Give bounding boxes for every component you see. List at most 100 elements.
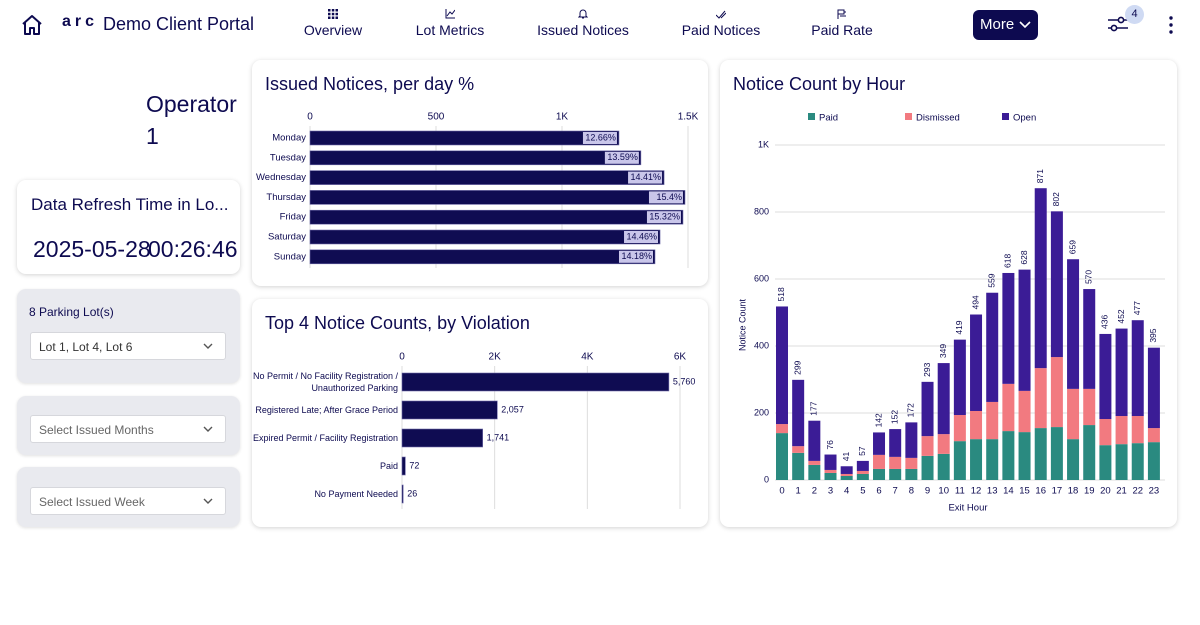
x-tick-label: 500 <box>428 112 445 123</box>
x-tick-label: 2K <box>489 352 502 363</box>
bar-segment <box>1131 443 1144 480</box>
x-tick-label: 16 <box>1035 486 1046 497</box>
bar-segment <box>840 475 853 480</box>
total-label: 76 <box>825 440 835 450</box>
total-label: 419 <box>954 320 964 334</box>
nav-item[interactable]: Lot Metrics <box>390 9 510 38</box>
bar-segment <box>1067 259 1080 389</box>
badge: 4 <box>1125 5 1144 24</box>
total-label: 518 <box>776 287 786 301</box>
refresh-date: 2025-05-28 <box>33 236 151 262</box>
x-tick-label: 1K <box>556 112 569 123</box>
bar-segment <box>1002 431 1015 480</box>
bar-segment <box>873 432 886 455</box>
bar <box>401 484 404 504</box>
x-tick-label: 7 <box>893 486 898 497</box>
data-label-bg <box>582 132 617 144</box>
chevron <box>203 343 213 349</box>
category-label: Registered Late; After Grace Period <box>255 405 398 415</box>
total-label: 142 <box>873 413 883 427</box>
data-label: 12.66% <box>585 132 616 142</box>
category-label: No Payment Needed <box>314 489 398 499</box>
nav-item[interactable]: Overview <box>273 9 393 38</box>
bar <box>309 130 620 146</box>
x-tick-label: 18 <box>1068 486 1079 497</box>
bar-segment <box>776 433 788 480</box>
total-label: 659 <box>1067 240 1077 254</box>
category-label-box: Paid <box>379 461 398 471</box>
more-button[interactable]: More <box>973 10 1038 40</box>
total-label: 299 <box>792 360 802 374</box>
kebab-menu[interactable] <box>1167 15 1175 35</box>
x-tick-label: 0 <box>399 352 405 363</box>
week-select[interactable]: Select Issued Week <box>30 487 226 515</box>
select-text: Select Issued Week <box>39 495 145 509</box>
category-label: Wednesday <box>256 172 306 183</box>
chevron <box>203 498 213 504</box>
operator-name: Operator 1 <box>146 91 237 149</box>
bar-segment <box>1131 416 1144 444</box>
bar <box>309 229 661 245</box>
x-tick-label: 21 <box>1116 486 1127 497</box>
category-label: Thursday <box>266 192 306 203</box>
x-tick-label: 0 <box>779 486 784 497</box>
bar <box>309 150 642 166</box>
nav-icon <box>445 9 455 19</box>
bar-segment <box>1050 427 1063 480</box>
bar <box>401 372 670 392</box>
bar-segment <box>986 439 999 480</box>
nav-item[interactable]: Issued Notices <box>523 9 643 38</box>
x-tick-label: 5 <box>860 486 865 497</box>
legend-label: Dismissed <box>916 113 960 124</box>
category-label: Expired Permit / Facility Registration <box>252 433 398 443</box>
lots-select[interactable]: Lot 1, Lot 4, Lot 6 <box>30 332 226 360</box>
bar-segment <box>840 473 853 476</box>
home-icon[interactable] <box>21 14 43 36</box>
x-tick-label: 8 <box>909 486 914 497</box>
bar-segment <box>1034 368 1047 429</box>
data-label-bg <box>618 250 653 263</box>
x-tick-label: 22 <box>1132 486 1143 497</box>
months-filter: Select Issued Months <box>17 396 240 455</box>
total-label: 349 <box>938 344 948 358</box>
legend-swatch <box>1002 113 1009 120</box>
category-label: Paid <box>379 461 398 471</box>
nav-icon <box>578 9 588 19</box>
bar-segment <box>873 454 886 469</box>
nav-item[interactable]: Paid Rate <box>782 9 902 38</box>
bar-segment <box>792 452 805 480</box>
legend-swatch <box>808 113 815 120</box>
lots-label: 8 Parking Lot(s) <box>29 305 114 319</box>
bar-segment <box>792 379 805 447</box>
total-label: 57 <box>857 446 867 456</box>
lots-filter: 8 Parking Lot(s) Lot 1, Lot 4, Lot 6 <box>17 289 240 383</box>
x-tick-label: 10 <box>938 486 949 497</box>
nav-item[interactable]: Paid Notices <box>661 9 781 38</box>
data-label: 72 <box>409 460 419 470</box>
nav-label: Paid Notices <box>681 22 761 38</box>
total-label: 802 <box>1051 192 1061 206</box>
y-tick-label: 800 <box>754 206 769 216</box>
total-label: 172 <box>906 403 916 417</box>
category-label-box: No Payment Needed <box>314 489 398 499</box>
filter-icon[interactable] <box>1107 15 1129 33</box>
category-label-box: Expired Permit / Facility Registration <box>252 433 398 443</box>
bar-segment <box>776 424 788 434</box>
brand-logo: arc <box>62 13 99 30</box>
bar <box>401 400 498 420</box>
bar-segment <box>1099 419 1112 446</box>
total-label: 494 <box>970 295 980 309</box>
months-select[interactable]: Select Issued Months <box>30 415 226 443</box>
nav-icon <box>837 9 846 19</box>
bar-segment <box>905 422 918 458</box>
bar-segment <box>905 457 918 469</box>
bar-segment <box>1083 388 1096 426</box>
data-label: 15.4% <box>656 192 682 202</box>
bar-segment <box>1083 289 1096 389</box>
bar-segment <box>824 454 837 470</box>
y-tick-label: 600 <box>754 273 769 283</box>
category-label-box: No Permit / No Facility Registration / U… <box>253 371 398 393</box>
total-label: 177 <box>809 401 819 415</box>
total-label: 570 <box>1083 270 1093 284</box>
